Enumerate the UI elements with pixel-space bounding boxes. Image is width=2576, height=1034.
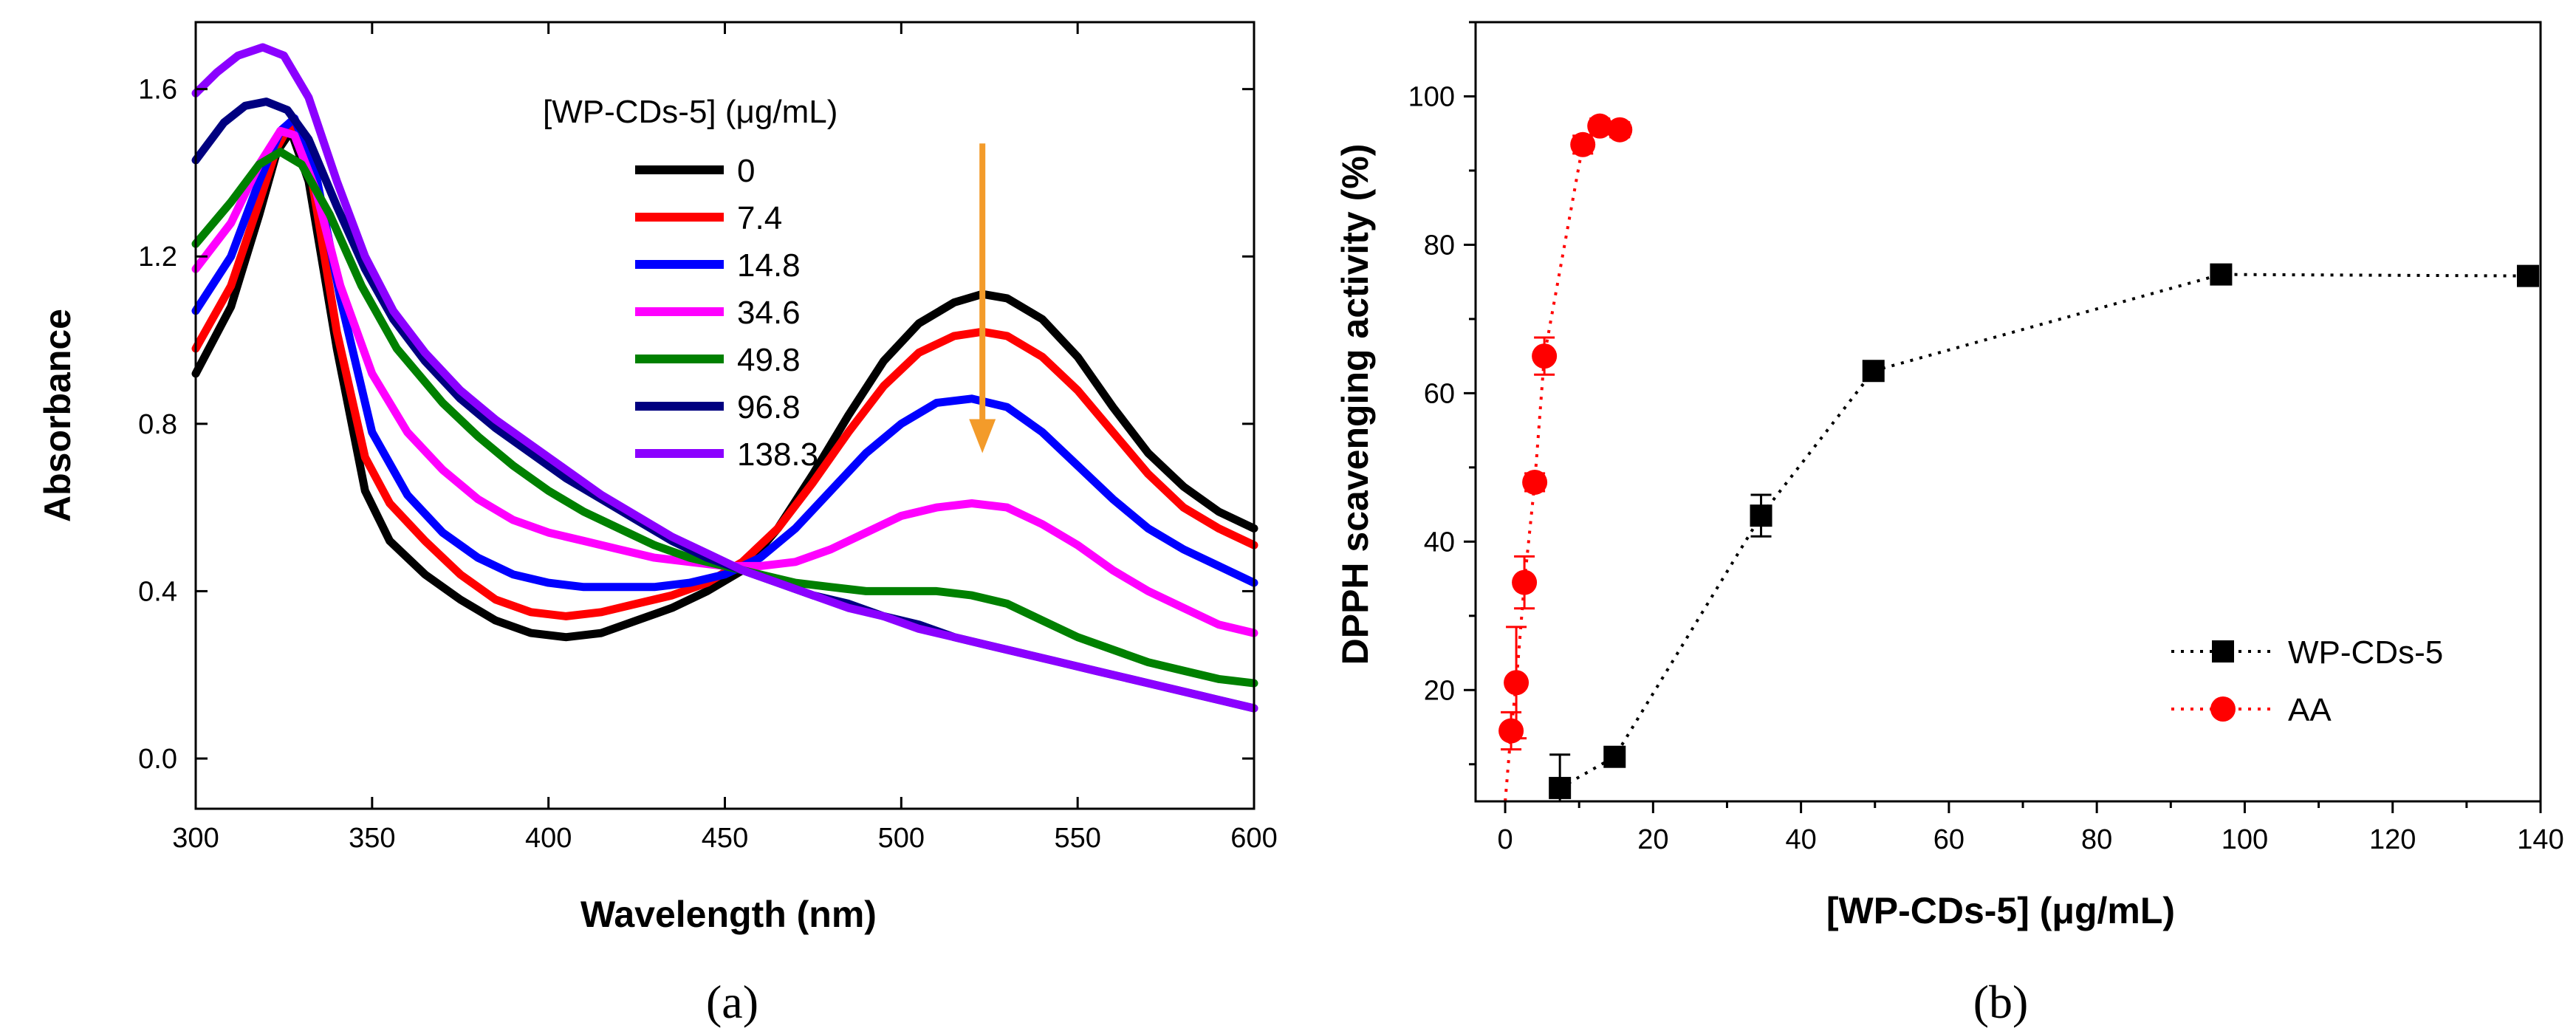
series-line-34.6 [191,126,1258,637]
x-tick-label: 400 [525,823,572,854]
y-tick-label: 60 [1424,378,1455,409]
y-tick-label: 0.8 [138,409,177,440]
x-tick-label: 350 [349,823,395,854]
legend-label: 49.8 [737,342,801,378]
legend-label: 0 [737,153,755,189]
x-tick-label: 450 [702,823,748,854]
x-tick-label: 80 [2081,824,2112,855]
y-tick-label: 100 [1408,81,1455,112]
data-point-WP-CDs-5 [1750,504,1772,527]
data-point-AA [1570,131,1596,157]
data-point-WP-CDs-5 [1603,745,1626,768]
legend-label: AA [2288,692,2332,728]
y-tick-label: 1.6 [138,75,177,106]
y-tick-label: 0.0 [138,744,177,775]
legend-title: [WP-CDs-5] (μg/mL) [543,94,837,130]
y-tick-label: 1.2 [138,242,177,273]
panel-label-a: (a) [706,976,758,1028]
legend-label: 7.4 [737,200,782,236]
legend-marker-AA [2210,696,2236,722]
data-point-AA [1587,113,1613,139]
data-point-WP-CDs-5 [2516,264,2539,287]
x-tick-label: 60 [1933,824,1964,855]
series-line-AA [1504,124,1620,801]
x-axis-title: [WP-CDs-5] (μg/mL) [1826,890,2175,931]
data-point-AA [1607,117,1633,143]
data-point-WP-CDs-5 [1862,360,1885,383]
x-tick-label: 500 [878,823,925,854]
x-tick-label: 140 [2517,824,2563,855]
x-tick-label: 120 [2369,824,2416,855]
y-axis-title: DPPH scavenging activity (%) [1335,144,1376,665]
plot-area-b [1498,113,2539,801]
data-point-AA [1522,469,1548,495]
y-tick-label: 20 [1424,675,1455,706]
chart-panel-b: 0 20 40 60 80 100 120 140 20 40 60 80 100 [WP-CDs-5] … [1335,21,2564,1028]
y-tick-label: 80 [1424,230,1455,261]
series-line-7.4 [191,118,1258,620]
x-axis-title: Wavelength (nm) [580,894,877,935]
panel-label-b: (b) [1973,976,2029,1028]
x-tick-label: 550 [1054,823,1100,854]
y-tick-label: 0.4 [138,576,177,607]
data-point-WP-CDs-5 [1549,776,1572,799]
x-tick-label: 100 [2222,824,2268,855]
x-tick-label: 600 [1230,823,1277,854]
legend-label: WP-CDs-5 [2288,634,2443,671]
legend-label: 138.3 [737,436,818,473]
legend-marker-WP-CDs-5 [2212,640,2234,662]
plot-frame-b [1474,21,2542,803]
y-axis-title: Absorbance [37,309,78,522]
x-tick-label: 40 [1785,824,1816,855]
y-tick-label: 40 [1424,527,1455,558]
legend-label: 96.8 [737,389,801,425]
x-tick-label: 20 [1637,824,1668,855]
legend-label: 34.6 [737,295,801,331]
chart-panel-a: 300 350 400 450 500 550 600 0.0 0.4 0.8 1.2 1.6 Wave… [37,21,1278,1028]
data-point-AA [1498,718,1524,744]
data-point-AA [1512,569,1538,595]
x-tick-label: 300 [172,823,219,854]
data-point-AA [1532,343,1558,369]
annotation-arrow-head [969,419,996,453]
legend-label: 14.8 [737,247,801,284]
x-tick-label: 0 [1497,824,1513,855]
data-point-AA [1504,670,1530,696]
series-line-138.3 [191,43,1258,713]
data-point-WP-CDs-5 [2210,263,2233,286]
